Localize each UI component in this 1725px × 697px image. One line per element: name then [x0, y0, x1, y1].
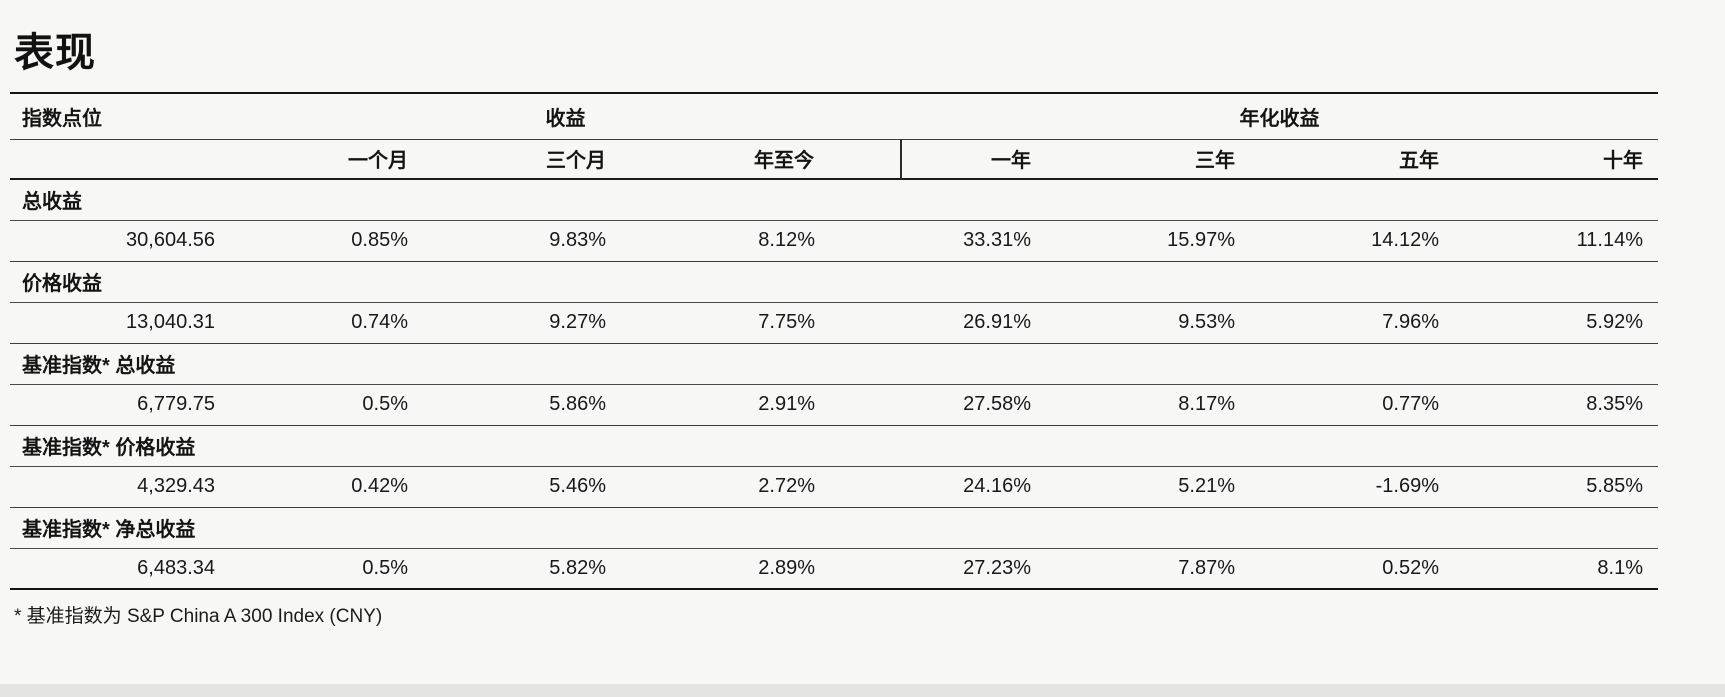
- benchmark-footnote: * 基准指数为 S&P China A 300 Index (CNY): [14, 606, 383, 627]
- return-value-3m: 5.46%: [549, 475, 606, 497]
- section-label-row: 基准指数* 价格收益: [10, 425, 1659, 466]
- period-header-1m: 一个月: [348, 150, 408, 173]
- period-header-ytd: 年至今: [754, 150, 815, 173]
- section-label-row: 基准指数* 净总收益: [10, 507, 1659, 548]
- section-value-row: 6,779.75 0.5% 5.86% 2.91% 27.58% 8.17% 0…: [10, 384, 1659, 425]
- section-value-row: 4,329.43 0.42% 5.46% 2.72% 24.16% 5.21% …: [10, 466, 1659, 507]
- return-value-3y: 7.87%: [1178, 556, 1236, 579]
- performance-section: 表现 指数点位 收益 年化收益 一个月 三个月 年至今 一年 三年 五年 十年: [10, 31, 1659, 627]
- return-value-3m: 9.83%: [549, 229, 606, 251]
- return-value-5y: 7.96%: [1382, 311, 1440, 333]
- index-level-value: 13,040.31: [126, 311, 215, 333]
- return-value-5y: 0.77%: [1382, 393, 1440, 415]
- period-header-10y: 十年: [1603, 150, 1644, 173]
- return-value-1m: 0.74%: [351, 311, 408, 333]
- section-label-row: 总收益: [10, 179, 1659, 220]
- return-value-10y: 5.92%: [1586, 311, 1644, 333]
- return-value-3y: 9.53%: [1178, 311, 1236, 333]
- return-value-10y: 8.35%: [1586, 393, 1644, 415]
- return-value-3m: 5.82%: [549, 556, 606, 579]
- section-label-row: 价格收益: [10, 261, 1659, 302]
- return-value-1m: 0.5%: [362, 556, 408, 579]
- return-value-1m: 0.85%: [351, 229, 408, 251]
- performance-table: 指数点位 收益 年化收益 一个月 三个月 年至今 一年 三年 五年 十年 总收益…: [10, 92, 1659, 590]
- section-label: 总收益: [22, 191, 82, 214]
- return-value-5y: -1.69%: [1375, 475, 1440, 497]
- return-value-ytd: 8.12%: [758, 229, 816, 251]
- section-value-row: 6,483.34 0.5% 5.82% 2.89% 27.23% 7.87% 0…: [10, 548, 1659, 589]
- index-level-value: 6,483.34: [137, 556, 215, 579]
- section-label-row: 基准指数* 总收益: [10, 343, 1659, 384]
- return-value-10y: 5.85%: [1586, 475, 1644, 497]
- return-value-3m: 9.27%: [549, 311, 606, 333]
- period-header-5y: 五年: [1399, 150, 1440, 173]
- return-value-ytd: 2.91%: [758, 393, 816, 415]
- returns-group-header: 收益: [545, 107, 586, 130]
- return-value-1m: 0.5%: [362, 393, 408, 415]
- return-value-ytd: 7.75%: [758, 311, 816, 333]
- page-title: 表现: [14, 31, 96, 75]
- return-value-3y: 8.17%: [1178, 393, 1236, 415]
- section-value-row: 30,604.56 0.85% 9.83% 8.12% 33.31% 15.97…: [10, 220, 1659, 261]
- index-level-value: 30,604.56: [126, 229, 215, 251]
- return-value-ytd: 2.89%: [758, 556, 816, 579]
- period-header-row: 一个月 三个月 年至今 一年 三年 五年 十年: [10, 139, 1659, 179]
- period-header-3m: 三个月: [546, 150, 606, 173]
- return-value-3y: 5.21%: [1178, 475, 1236, 497]
- return-value-1y: 27.58%: [963, 393, 1032, 415]
- section-label: 价格收益: [22, 273, 102, 295]
- return-value-1y: 24.16%: [963, 475, 1032, 497]
- return-value-5y: 14.12%: [1371, 229, 1440, 251]
- return-value-1y: 27.23%: [963, 556, 1032, 579]
- return-value-1y: 26.91%: [963, 311, 1032, 333]
- section-label: 基准指数* 价格收益: [22, 437, 196, 459]
- annualized-group-header: 年化收益: [1239, 107, 1320, 130]
- return-value-10y: 8.1%: [1597, 556, 1644, 579]
- index-level-value: 6,779.75: [137, 393, 215, 415]
- return-value-3m: 5.86%: [549, 393, 606, 415]
- empty-header-cell: [10, 139, 230, 179]
- return-value-5y: 0.52%: [1382, 556, 1440, 579]
- section-value-row: 13,040.31 0.74% 9.27% 7.75% 26.91% 9.53%…: [10, 302, 1659, 343]
- section-label: 基准指数* 总收益: [22, 355, 176, 377]
- return-value-ytd: 2.72%: [758, 475, 816, 497]
- return-value-1y: 33.31%: [963, 229, 1032, 251]
- period-header-3y: 三年: [1195, 150, 1236, 173]
- return-value-10y: 11.14%: [1576, 229, 1644, 251]
- page-bottom-edge: [0, 684, 1725, 697]
- return-value-1m: 0.42%: [351, 475, 408, 497]
- index-level-value: 4,329.43: [137, 475, 215, 497]
- return-value-3y: 15.97%: [1167, 229, 1236, 251]
- group-header-row: 指数点位 收益 年化收益: [10, 93, 1659, 139]
- section-label: 基准指数* 净总收益: [22, 519, 196, 541]
- index-level-header: 指数点位: [22, 107, 102, 130]
- period-header-1y: 一年: [900, 139, 1047, 179]
